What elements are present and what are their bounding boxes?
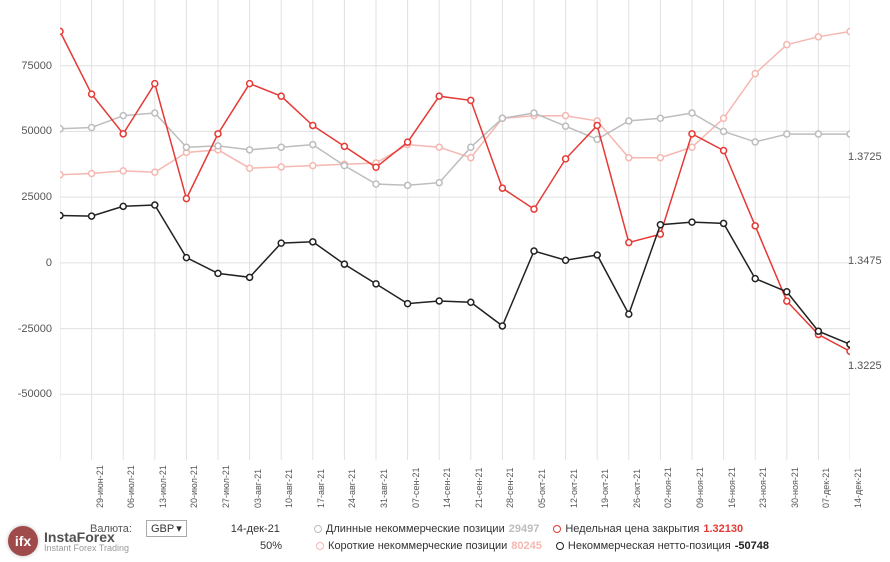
y-left-tick: 25000 bbox=[0, 191, 56, 203]
y-left-tick: -25000 bbox=[0, 323, 56, 335]
logo-icon: ifx bbox=[8, 526, 38, 556]
x-tick: 10-авг-21 bbox=[284, 469, 294, 508]
legend-value: 29497 bbox=[509, 523, 540, 535]
x-tick: 20-июл-21 bbox=[189, 465, 199, 508]
x-tick: 14-сен-21 bbox=[442, 468, 452, 509]
watermark-brand: InstaForex bbox=[44, 530, 129, 544]
line-chart bbox=[60, 0, 850, 460]
legend-pct: 50% bbox=[260, 540, 282, 552]
x-tick: 19-окт-21 bbox=[600, 469, 610, 508]
legend-item-short: Короткие некоммерческие позиции 80245 bbox=[316, 540, 542, 552]
legend-label: Короткие некоммерческие позиции bbox=[328, 540, 507, 552]
x-tick: 14-дек-21 bbox=[853, 468, 863, 508]
x-tick: 17-авг-21 bbox=[316, 469, 326, 508]
legend-row-2: 50% Короткие некоммерческие позиции 8024… bbox=[0, 540, 890, 552]
legend-item-close: Недельная цена закрытия 1.32130 bbox=[553, 523, 743, 535]
x-tick: 27-июл-21 bbox=[221, 465, 231, 508]
legend-value: -50748 bbox=[735, 540, 769, 552]
y-left-tick: -50000 bbox=[0, 388, 56, 400]
legend-value: 80245 bbox=[511, 540, 542, 552]
watermark: ifx InstaForex Instant Forex Trading bbox=[8, 526, 129, 556]
x-tick: 05-окт-21 bbox=[537, 469, 547, 508]
legend-row-1: Валюта: GBP ▾ 14-дек-21 Длинные некоммер… bbox=[0, 520, 890, 537]
chart-area bbox=[60, 0, 850, 460]
legend-label: Недельная цена закрытия bbox=[565, 523, 699, 535]
x-tick: 16-ноя-21 bbox=[727, 467, 737, 508]
y-left-tick: 0 bbox=[0, 257, 56, 269]
circle-icon bbox=[553, 525, 561, 533]
x-tick: 02-ноя-21 bbox=[663, 467, 673, 508]
legend-label: Некоммерческая нетто-позиция bbox=[568, 540, 731, 552]
x-tick: 26-окт-21 bbox=[632, 469, 642, 508]
x-tick: 24-авг-21 bbox=[347, 469, 357, 508]
y-left-tick: 50000 bbox=[0, 125, 56, 137]
circle-icon bbox=[556, 542, 564, 550]
currency-dropdown[interactable]: GBP ▾ bbox=[146, 520, 187, 537]
legend-date: 14-дек-21 bbox=[231, 523, 280, 535]
x-tick: 31-авг-21 bbox=[379, 469, 389, 508]
x-tick: 03-авг-21 bbox=[253, 469, 263, 508]
x-tick: 23-ноя-21 bbox=[758, 467, 768, 508]
legend-item-long: Длинные некоммерческие позиции 29497 bbox=[314, 523, 539, 535]
x-tick: 09-ноя-21 bbox=[695, 467, 705, 508]
x-tick: 30-ноя-21 bbox=[790, 467, 800, 508]
x-tick: 07-сен-21 bbox=[411, 468, 421, 509]
x-tick: 07-дек-21 bbox=[821, 468, 831, 508]
x-tick: 28-сен-21 bbox=[505, 468, 515, 509]
x-tick: 13-июл-21 bbox=[158, 465, 168, 508]
y-left-tick: 75000 bbox=[0, 60, 56, 72]
y-right-tick: 1.3725 bbox=[844, 151, 890, 163]
watermark-text: InstaForex Instant Forex Trading bbox=[44, 530, 129, 553]
x-tick: 12-окт-21 bbox=[569, 469, 579, 508]
x-tick: 21-сен-21 bbox=[474, 468, 484, 509]
y-right-tick: 1.3475 bbox=[844, 255, 890, 267]
legend-value: 1.32130 bbox=[703, 523, 743, 535]
y-right-tick: 1.3225 bbox=[844, 360, 890, 372]
x-tick: 29-июн-21 bbox=[95, 465, 105, 508]
watermark-sub: Instant Forex Trading bbox=[44, 544, 129, 553]
x-tick: 06-июл-21 bbox=[126, 465, 136, 508]
chevron-down-icon: ▾ bbox=[176, 522, 182, 535]
x-axis-labels: 29-июн-21 06-июл-21 13-июл-21 20-июл-21 27-и… bbox=[60, 460, 850, 510]
circle-icon bbox=[316, 542, 324, 550]
legend-label: Длинные некоммерческие позиции bbox=[326, 523, 505, 535]
legend-item-net: Некоммерческая нетто-позиция -50748 bbox=[556, 540, 769, 552]
circle-icon bbox=[314, 525, 322, 533]
currency-value: GBP bbox=[151, 523, 174, 535]
